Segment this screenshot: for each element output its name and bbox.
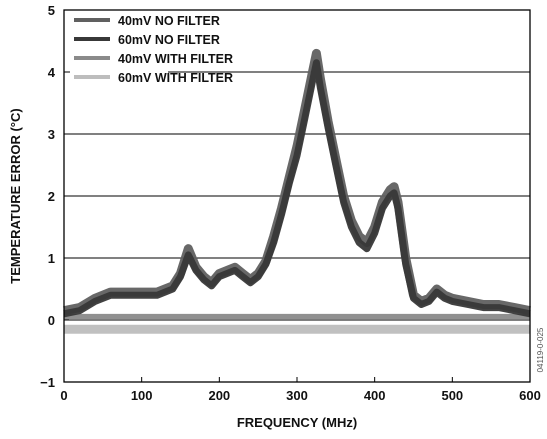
- legend-bg: [70, 52, 168, 64]
- y-axis-label: TEMPERATURE ERROR (°C): [8, 108, 23, 283]
- series-line: [63, 48, 531, 316]
- x-tick-label: 200: [208, 388, 230, 403]
- x-tick-label: 600: [519, 388, 541, 403]
- y-tick-label: 2: [48, 189, 55, 204]
- legend: 40mV NO FILTER 60mV NO FILTER 40mV WITH FI…: [70, 14, 233, 85]
- x-tick-label: 0: [60, 388, 67, 403]
- x-tick-label: 500: [441, 388, 463, 403]
- y-tick-label: 5: [48, 3, 55, 18]
- legend-bg: [70, 71, 168, 83]
- y-tick-label: −1: [40, 375, 55, 390]
- tick-layer: 0 100 200 300 400 500 600 −1 0 1 2 3 4 5: [40, 3, 541, 403]
- legend-bg: [70, 14, 168, 26]
- y-tick-label: 4: [48, 65, 56, 80]
- x-tick-label: 300: [286, 388, 308, 403]
- grid-lines: [64, 71, 530, 321]
- y-tick-label: 1: [48, 251, 55, 266]
- y-tick-label: 0: [48, 313, 55, 328]
- x-axis-label: FREQUENCY (MHz): [237, 415, 357, 430]
- series-line: [63, 59, 531, 318]
- series-layer: [63, 48, 531, 334]
- y-tick-label: 3: [48, 127, 55, 142]
- legend-bg: [70, 33, 168, 45]
- legend-label: 60mV NO FILTER: [118, 33, 220, 47]
- x-tick-label: 100: [131, 388, 153, 403]
- legend-label: 60mV WITH FILTER: [118, 71, 233, 85]
- figure-id: 04119-0-025: [536, 327, 545, 372]
- x-tick-label: 400: [364, 388, 386, 403]
- legend-label: 40mV NO FILTER: [118, 14, 220, 28]
- legend-label: 40mV WITH FILTER: [118, 52, 233, 66]
